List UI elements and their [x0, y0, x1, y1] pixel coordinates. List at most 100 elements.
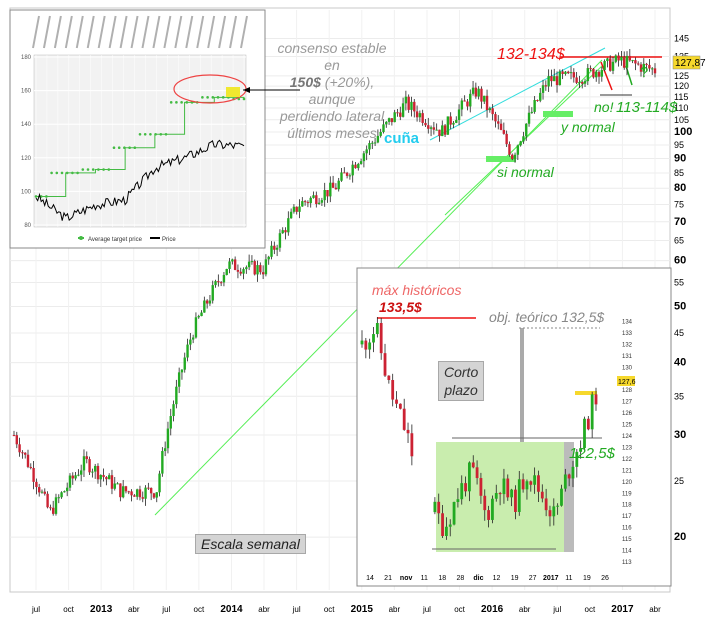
- short-candle: [521, 479, 525, 490]
- candle: [474, 87, 478, 97]
- breakout-level-annotation: 122,5$: [569, 445, 615, 462]
- candle: [516, 145, 520, 155]
- short-x-tick: 19: [583, 575, 591, 582]
- candle: [603, 61, 606, 71]
- short-candle: [594, 394, 598, 405]
- candle: [141, 497, 144, 499]
- candle: [189, 339, 192, 345]
- short-candle: [579, 448, 583, 452]
- candle: [555, 76, 559, 86]
- short-candle: [410, 433, 414, 457]
- target-price-point: [45, 195, 48, 198]
- candle: [121, 486, 125, 498]
- candle: [79, 470, 83, 475]
- candle: [287, 218, 290, 233]
- candle: [455, 119, 458, 123]
- target-price-point: [211, 96, 215, 99]
- candle: [222, 274, 226, 283]
- highlight-marker: [226, 87, 240, 97]
- candle: [371, 142, 374, 144]
- candle: [508, 144, 511, 155]
- candle: [491, 108, 494, 115]
- candle: [158, 473, 161, 493]
- consensus-date-label: [53, 15, 62, 49]
- candle: [161, 451, 164, 474]
- candle: [113, 483, 116, 489]
- short-candle: [395, 399, 398, 404]
- y-normal-marker: [543, 111, 573, 117]
- x-tick-label: jul: [292, 605, 301, 614]
- candle: [275, 247, 279, 250]
- y-tick-label: 120: [674, 81, 689, 91]
- candle: [544, 85, 548, 87]
- target-price-point: [221, 96, 225, 99]
- short-x-tick: 21: [384, 575, 392, 582]
- consensus-date-label: [174, 15, 183, 49]
- no-annotation: no!: [594, 99, 614, 115]
- short-candle: [364, 340, 368, 350]
- candle: [471, 87, 475, 94]
- short-y-tick: 125: [622, 423, 633, 429]
- consensus-date-label: [207, 15, 216, 49]
- candle: [320, 200, 324, 203]
- candle: [26, 454, 30, 467]
- candle: [119, 483, 122, 498]
- candle: [589, 68, 592, 70]
- candle: [21, 452, 24, 454]
- x-tick-label: abr: [258, 605, 270, 614]
- y-tick-label: 65: [674, 235, 684, 245]
- short-candle: [502, 478, 506, 495]
- candle: [505, 133, 508, 145]
- candle: [284, 230, 287, 233]
- short-candle: [544, 498, 548, 511]
- candle: [180, 369, 184, 373]
- target-price-point: [34, 195, 38, 198]
- target-price-point: [50, 171, 53, 175]
- short-candle: [468, 462, 471, 492]
- candle: [63, 491, 66, 493]
- legend-target-label: Average target price: [88, 237, 143, 243]
- short-x-tick: 2017: [543, 575, 559, 582]
- candle: [648, 64, 651, 69]
- candle: [620, 56, 623, 61]
- target-price-point: [81, 168, 85, 171]
- candle: [65, 487, 69, 492]
- candle: [82, 456, 86, 471]
- range-bottom-annotation: 113-114$: [616, 99, 678, 116]
- candle: [309, 197, 312, 204]
- candle: [225, 268, 228, 275]
- candle: [637, 63, 640, 65]
- candle: [152, 493, 156, 498]
- short-y-tick: 126: [622, 411, 633, 417]
- candle: [270, 245, 273, 257]
- y-tick-label: 45: [674, 328, 684, 338]
- short-term-label-1: Corto: [444, 364, 479, 380]
- short-candle: [433, 501, 437, 513]
- y-tick-label: 30: [674, 429, 686, 441]
- short-candle: [479, 478, 483, 496]
- candle: [12, 435, 16, 437]
- short-candle: [510, 489, 514, 498]
- candle: [421, 113, 424, 123]
- y-tick-label: 25: [674, 476, 684, 486]
- candle: [348, 175, 352, 177]
- candle: [418, 113, 422, 118]
- candle: [642, 63, 646, 72]
- last-price-value: 127,87: [675, 58, 706, 69]
- candle: [639, 64, 643, 72]
- candle: [432, 127, 436, 130]
- candle: [435, 129, 438, 131]
- candle: [572, 72, 576, 78]
- target-price-point: [123, 146, 126, 150]
- candle: [175, 386, 178, 405]
- x-tick-label: jul: [31, 605, 40, 614]
- consensus-date-label: [229, 15, 238, 49]
- x-tick-label: 2017: [611, 604, 634, 615]
- candle: [373, 142, 377, 144]
- target-price-point: [159, 132, 163, 136]
- candle: [331, 182, 335, 188]
- candle: [166, 428, 170, 449]
- candle: [18, 444, 21, 453]
- candle: [259, 265, 262, 273]
- candle: [522, 136, 525, 142]
